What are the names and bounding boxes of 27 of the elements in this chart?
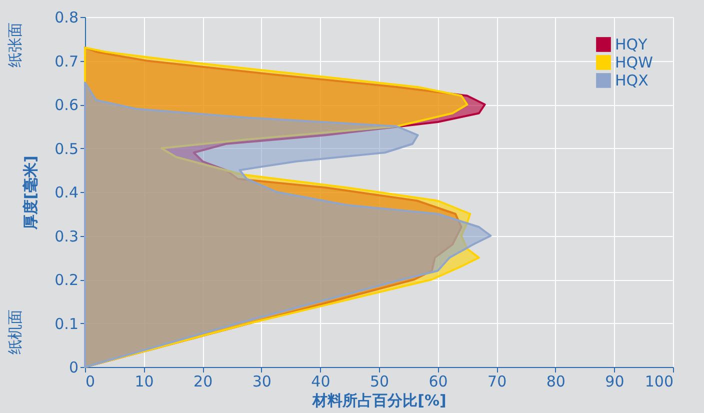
- text: 纸机面: [6, 310, 24, 354]
- legend-label: HQW: [615, 54, 654, 72]
- x-tick-label: 0: [86, 372, 96, 390]
- x-tick-label: 100: [644, 372, 674, 390]
- y-tick-label: 0.2: [54, 271, 78, 289]
- y-tick-label: 0.8: [54, 8, 78, 26]
- x-tick-label: 80: [546, 372, 566, 390]
- x-tick-label: 20: [194, 372, 213, 390]
- x-tick-label: 50: [370, 372, 390, 390]
- x-tick-label: 70: [488, 372, 507, 390]
- legend-label: HQY: [615, 36, 648, 54]
- y-axis-title: 厚度[毫米]: [22, 156, 40, 230]
- legend-label: HQX: [615, 72, 648, 90]
- x-axis-title: 材料所占百分比[%]: [312, 392, 446, 410]
- text: 纸张面: [6, 22, 24, 68]
- x-tick-label: 60: [428, 372, 448, 390]
- y-tick-label: 0.4: [54, 184, 78, 202]
- y-tick-label: 0.3: [54, 227, 78, 246]
- x-tick-label: 10: [134, 372, 154, 390]
- x-tick-label: 40: [311, 372, 330, 390]
- y-tick-label: 0.6: [54, 96, 78, 114]
- y-tick-label: 0.5: [54, 140, 78, 158]
- y-tick-label: 0: [68, 358, 78, 376]
- y-tick-label: 0.1: [54, 314, 78, 333]
- x-tick-label: 30: [252, 372, 272, 390]
- x-tick-label: 90: [605, 372, 624, 390]
- y-tick-label: 0.7: [54, 52, 78, 70]
